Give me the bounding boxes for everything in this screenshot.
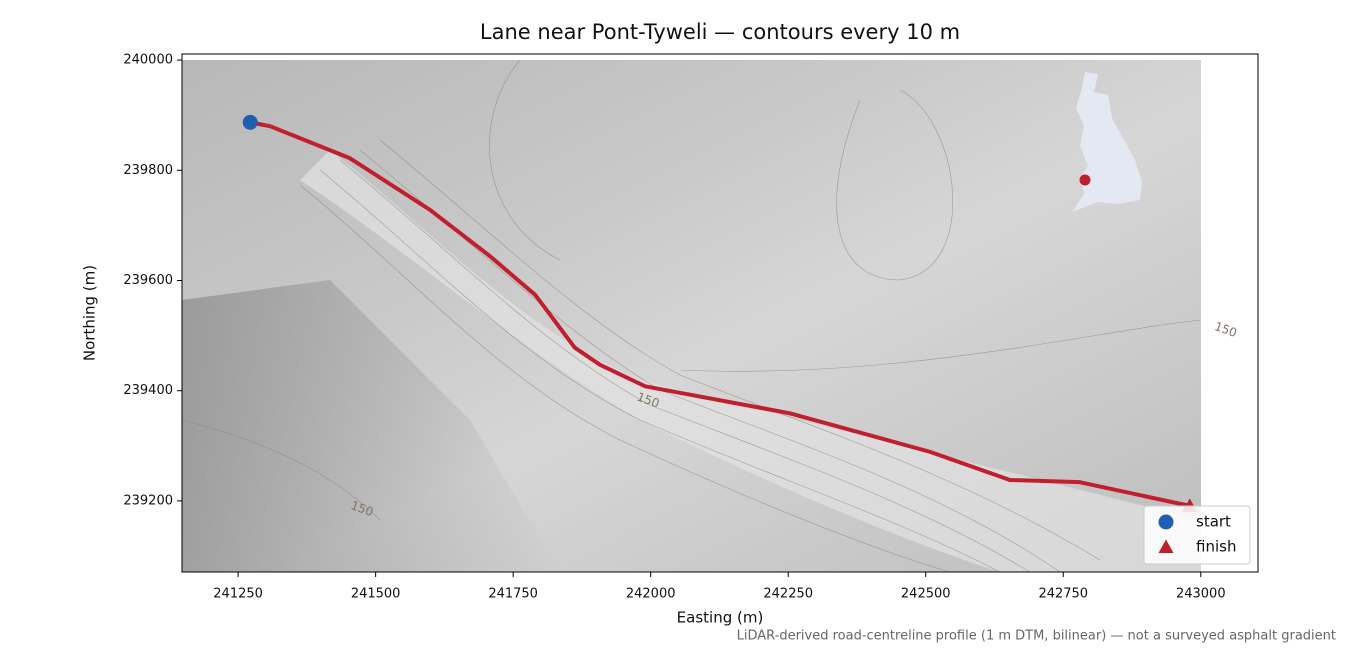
legend-swatch: [1158, 514, 1174, 530]
x-axis-label: Easting (m): [677, 609, 764, 627]
x-tick-label: 242500: [901, 587, 951, 602]
marker-start: [242, 114, 258, 130]
x-tick-label: 241750: [488, 587, 538, 602]
route-line: [248, 120, 1192, 508]
x-tick-label: 241500: [351, 587, 401, 602]
x-tick-label: 242000: [626, 587, 676, 602]
x-tick-label: 241250: [213, 587, 263, 602]
y-tick-label: 239600: [123, 273, 173, 288]
contour-label: 150: [1213, 319, 1239, 340]
legend-swatch: [1158, 539, 1174, 553]
chart-title: Lane near Pont-Tyweli — contours every 1…: [480, 20, 960, 44]
legend-label: start: [1196, 513, 1231, 531]
y-tick-label: 239200: [123, 493, 173, 508]
x-tick-label: 242750: [1038, 587, 1088, 602]
legend-label: finish: [1196, 538, 1236, 556]
x-tick-label: 242250: [763, 587, 813, 602]
x-tick-label: 243000: [1176, 587, 1226, 602]
legend: start finish: [1143, 505, 1251, 565]
y-tick-label: 239400: [123, 383, 173, 398]
hillshade: [182, 60, 1201, 572]
y-tick-label: 240000: [123, 53, 173, 68]
inset-map: [1072, 72, 1142, 212]
footnote: LiDAR-derived road-centreline profile (1…: [737, 629, 1336, 644]
plot-frame: [181, 53, 1259, 573]
y-axis-label: Northing (m): [81, 265, 99, 361]
y-tick-label: 239800: [123, 163, 173, 178]
